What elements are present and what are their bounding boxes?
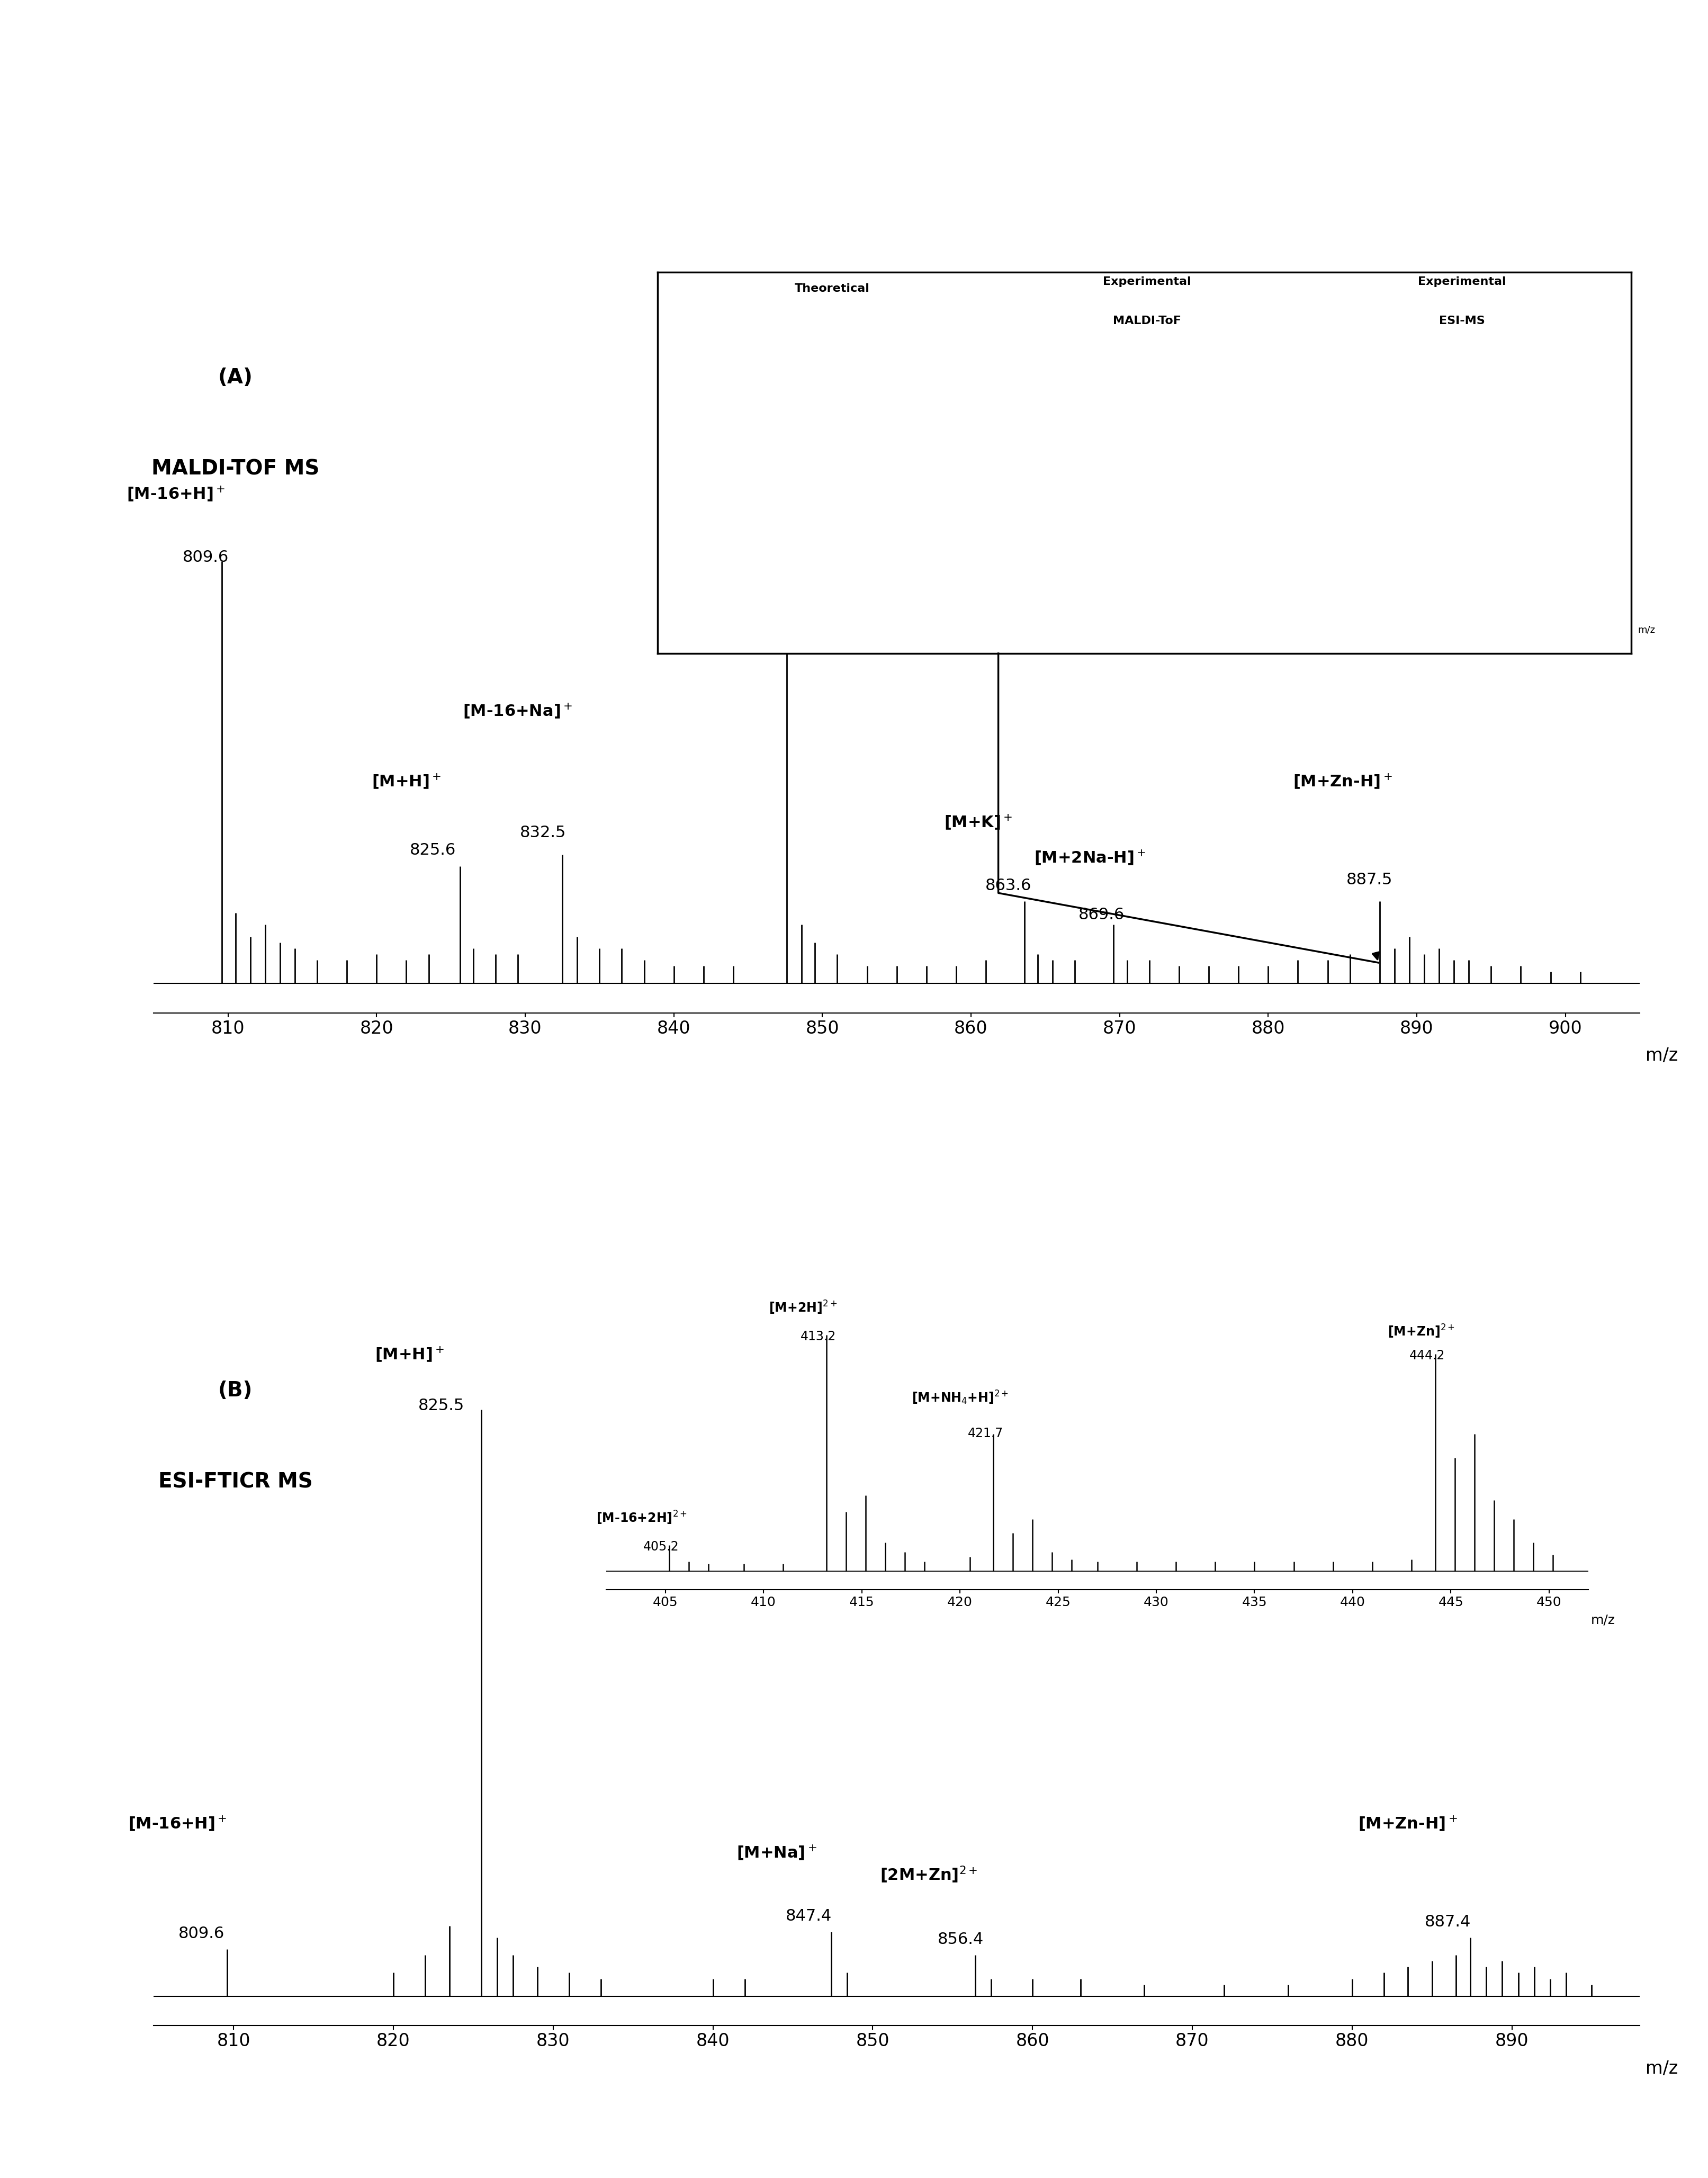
Text: 825.5: 825.5 bbox=[418, 1398, 465, 1414]
Text: [M+K]$^+$: [M+K]$^+$ bbox=[945, 812, 1013, 832]
Text: [M-16+H]$^+$: [M-16+H]$^+$ bbox=[128, 1814, 227, 1832]
Text: [M-16+H]$^+$: [M-16+H]$^+$ bbox=[126, 486, 225, 503]
Text: 832.5: 832.5 bbox=[519, 825, 565, 841]
X-axis label: m/z: m/z bbox=[1590, 1614, 1616, 1627]
Text: 887.5: 887.5 bbox=[1050, 499, 1073, 507]
Text: Experimental: Experimental bbox=[1103, 277, 1190, 287]
X-axis label: m/z: m/z bbox=[1647, 2060, 1679, 2078]
Text: 847.4: 847.4 bbox=[786, 1908, 832, 1923]
Text: 887.4: 887.4 bbox=[1424, 1914, 1471, 1930]
X-axis label: m/z: m/z bbox=[1647, 1048, 1679, 1065]
X-axis label: m/z: m/z bbox=[1324, 625, 1341, 634]
Text: 887.4: 887.4 bbox=[731, 499, 755, 507]
X-axis label: m/z: m/z bbox=[1008, 625, 1025, 634]
Text: [M+Zn-H]$^+$: [M+Zn-H]$^+$ bbox=[717, 488, 769, 499]
X-axis label: m/z: m/z bbox=[1638, 625, 1655, 634]
Text: 863.6: 863.6 bbox=[986, 878, 1032, 893]
Text: ESI-MS: ESI-MS bbox=[1438, 316, 1484, 327]
Text: [M+Zn-H]$^+$: [M+Zn-H]$^+$ bbox=[1037, 488, 1086, 499]
Text: [M-16+Na]$^+$: [M-16+Na]$^+$ bbox=[463, 701, 572, 719]
Text: [2M+Zn]$^{2+}$: [2M+Zn]$^{2+}$ bbox=[880, 1864, 977, 1884]
Text: [M+NH$_4$+H]$^{2+}$: [M+NH$_4$+H]$^{2+}$ bbox=[912, 1390, 1008, 1405]
Text: 856.4: 856.4 bbox=[938, 1932, 984, 1947]
Text: 809.6: 809.6 bbox=[183, 549, 229, 564]
Text: 869.6: 869.6 bbox=[1079, 908, 1126, 923]
Text: 887.4: 887.4 bbox=[1430, 499, 1454, 507]
Text: [M+Zn-H]$^+$: [M+Zn-H]$^+$ bbox=[1416, 488, 1467, 499]
Text: 809.6: 809.6 bbox=[179, 1925, 225, 1941]
Text: 405.2: 405.2 bbox=[644, 1540, 680, 1553]
Text: MALDI-ToF: MALDI-ToF bbox=[1114, 316, 1180, 327]
Text: MALDI-TOF MS: MALDI-TOF MS bbox=[152, 460, 319, 479]
Text: 825.6: 825.6 bbox=[410, 843, 456, 858]
Text: [M+Zn-H]$^+$: [M+Zn-H]$^+$ bbox=[1293, 771, 1392, 791]
Text: Theoretical: Theoretical bbox=[794, 283, 869, 294]
Text: [M+2Na-H]$^+$: [M+2Na-H]$^+$ bbox=[1033, 847, 1146, 867]
Text: 421.7: 421.7 bbox=[968, 1427, 1003, 1440]
Text: ESI-FTICR MS: ESI-FTICR MS bbox=[159, 1472, 313, 1492]
Text: Experimental: Experimental bbox=[1418, 277, 1506, 287]
Text: 413.2: 413.2 bbox=[801, 1331, 837, 1344]
Text: 444.2: 444.2 bbox=[1409, 1348, 1445, 1361]
Text: [M+Na]$^+$: [M+Na]$^+$ bbox=[736, 1843, 816, 1862]
Text: 887.5: 887.5 bbox=[1346, 871, 1392, 886]
Text: 847.6: 847.6 bbox=[755, 386, 801, 401]
Text: (B): (B) bbox=[219, 1381, 253, 1400]
Text: [M-16+2H]$^{2+}$: [M-16+2H]$^{2+}$ bbox=[596, 1509, 687, 1527]
Text: [M+Zn]$^{2+}$: [M+Zn]$^{2+}$ bbox=[1389, 1324, 1455, 1339]
Text: [M+Zn-H]$^+$: [M+Zn-H]$^+$ bbox=[1358, 1814, 1457, 1832]
Text: (A): (A) bbox=[219, 368, 253, 388]
Text: [M+Na]$^+$: [M+Na]$^+$ bbox=[707, 333, 789, 351]
Text: [M+2H]$^{2+}$: [M+2H]$^{2+}$ bbox=[769, 1300, 837, 1316]
Text: [M+H]$^+$: [M+H]$^+$ bbox=[374, 1346, 444, 1363]
Text: [M+H]$^+$: [M+H]$^+$ bbox=[372, 771, 441, 791]
